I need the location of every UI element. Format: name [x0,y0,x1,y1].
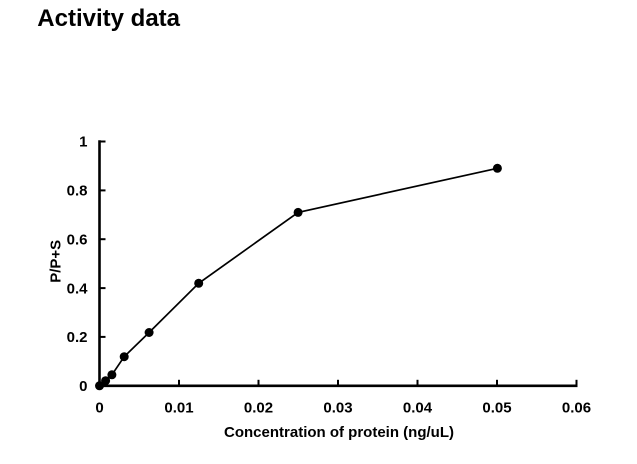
svg-text:Concentration of protein (ng/u: Concentration of protein (ng/uL) [224,424,454,441]
svg-text:1: 1 [79,134,87,151]
svg-text:0: 0 [79,378,87,395]
svg-text:0.04: 0.04 [403,400,433,417]
svg-text:0.01: 0.01 [164,400,193,417]
svg-text:0: 0 [95,400,103,417]
svg-text:0.06: 0.06 [562,400,591,417]
svg-text:0.4: 0.4 [67,280,89,297]
svg-text:0.05: 0.05 [482,400,511,417]
svg-text:0.03: 0.03 [323,400,352,417]
svg-text:Activity data: Activity data [37,5,180,32]
svg-text:0.6: 0.6 [67,231,88,248]
svg-text:0.8: 0.8 [67,183,88,200]
svg-text:P/P+S: P/P+S [48,240,65,283]
svg-text:0.02: 0.02 [244,400,273,417]
svg-text:0.2: 0.2 [67,329,88,346]
